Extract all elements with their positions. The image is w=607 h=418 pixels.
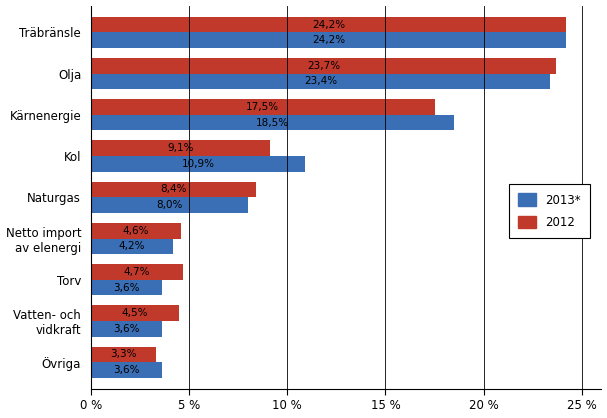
Bar [91,99,435,115]
Bar [91,140,270,156]
Text: 8,0%: 8,0% [156,200,183,210]
Legend: 2013*, 2012: 2013*, 2012 [509,184,591,238]
Bar [91,264,183,280]
Text: 17,5%: 17,5% [246,102,279,112]
Bar [91,74,551,89]
Text: 23,4%: 23,4% [304,76,337,87]
Bar [91,197,248,213]
Text: 8,4%: 8,4% [160,184,186,194]
Bar [91,32,566,48]
Text: 18,5%: 18,5% [256,117,289,127]
Bar [91,156,305,172]
Bar [91,115,454,130]
Bar [91,347,156,362]
Text: 4,5%: 4,5% [122,308,148,318]
Bar [91,223,181,239]
Text: 10,9%: 10,9% [181,159,214,169]
Text: 3,6%: 3,6% [113,283,140,293]
Bar [91,305,179,321]
Bar [91,362,161,378]
Bar [91,182,256,197]
Text: 3,6%: 3,6% [113,365,140,375]
Bar [91,58,556,74]
Text: 4,6%: 4,6% [123,226,149,236]
Text: 4,2%: 4,2% [119,241,146,251]
Text: 24,2%: 24,2% [312,20,345,30]
Text: 24,2%: 24,2% [312,35,345,45]
Bar [91,280,161,296]
Text: 3,3%: 3,3% [110,349,137,359]
Bar [91,239,174,254]
Text: 23,7%: 23,7% [307,61,340,71]
Text: 3,6%: 3,6% [113,324,140,334]
Bar [91,17,566,32]
Bar [91,321,161,336]
Text: 9,1%: 9,1% [167,143,194,153]
Text: 4,7%: 4,7% [124,267,151,277]
